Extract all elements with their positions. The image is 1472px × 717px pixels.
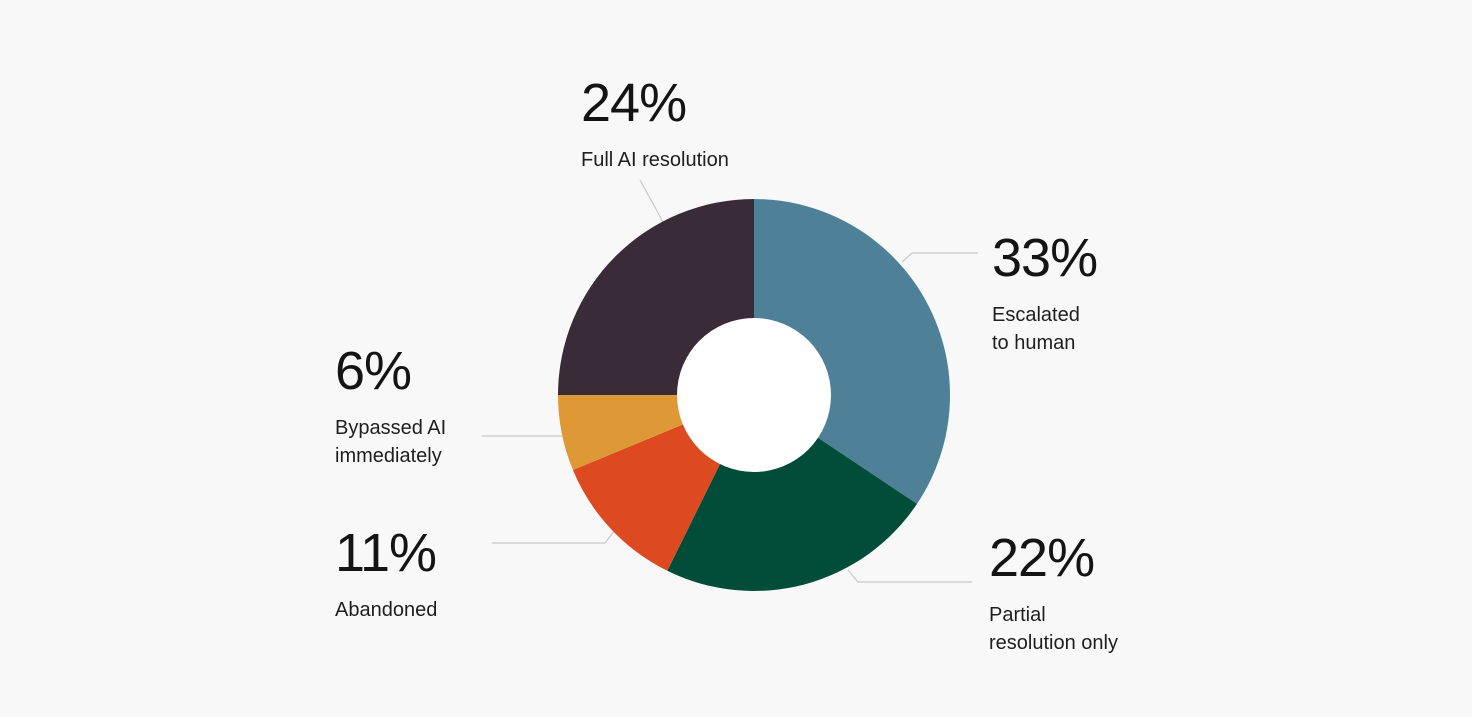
slice-value-label: 6% [335,341,412,401]
slice-label: Abandoned [335,596,437,624]
donut-slice-partial-resolution-only [667,395,917,591]
callout-escalated: 33% Escalated to human [992,228,1098,357]
slice-label: Bypassed AI immediately [335,414,446,470]
callout-abandoned: 11% Abandoned [335,526,437,624]
callout-bypassed: 6% Bypassed AI immediately [335,344,446,470]
donut-hole [677,318,831,472]
leader-line-partial [847,569,972,583]
slice-label: Partial resolution only [989,601,1118,657]
slice-value-label: 11% [335,523,437,583]
leader-lines [482,179,978,583]
slice-label: Escalated to human [992,301,1097,357]
callout-full-ai: 24% Full AI resolution [581,76,729,174]
slice-value-label: 24% [581,73,687,133]
slice-label-line: Partial [989,604,1046,626]
leader-line-full-ai [639,179,664,223]
slice-value-label: 33% [992,228,1098,288]
slice-label-line: Bypassed AI [335,417,447,439]
slice-label-line: resolution only [989,632,1118,654]
slice-label-line: Escalated [992,304,1080,326]
slice-label-line: Abandoned [335,599,438,621]
slice-value-label: 22% [989,528,1095,588]
callout-partial: 22% Partial resolution only [989,531,1118,657]
slice-label-line: immediately [335,445,442,467]
leader-line-abandoned [492,529,616,544]
slice-label: Full AI resolution [581,146,729,174]
slice-label-line: Full AI resolution [581,149,729,171]
slice-label-line: to human [992,332,1076,354]
leader-line-escalated [901,252,978,263]
